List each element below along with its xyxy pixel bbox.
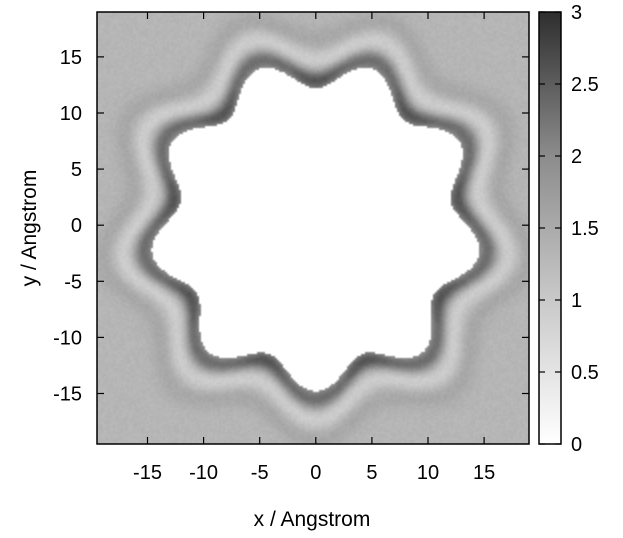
x-axis-ticks: -15 -10 -5 0 5 10 15: [133, 12, 495, 484]
colorbar-tick-label: 1: [571, 290, 582, 312]
y-axis-label: y / Angstrom: [18, 170, 41, 287]
plot-area: -15 -10 -5 0 5 10 15 15 10 5 0 -5 -10 -15: [53, 11, 530, 484]
y-tick-label: 10: [60, 103, 82, 125]
colorbar-ticks: 3 2.5 2 1.5 1 0.5 0: [539, 2, 599, 456]
plot-frame: [96, 11, 530, 445]
x-tick-label: -5: [251, 462, 269, 484]
x-tick-label: 5: [366, 462, 377, 484]
x-tick-label: -15: [133, 462, 162, 484]
colorbar-tick-label: 0: [571, 434, 582, 456]
colorbar-tick-label: 2: [571, 146, 582, 168]
x-tick-label: -10: [189, 462, 218, 484]
y-tick-label: -5: [64, 271, 82, 293]
colorbar-gradient: [539, 12, 561, 444]
colorbar-tick-label: 1.5: [571, 218, 599, 240]
y-tick-label: -10: [53, 327, 82, 349]
x-tick-label: 15: [473, 462, 495, 484]
heatmap-field: [97, 12, 529, 444]
y-tick-label: -15: [53, 384, 82, 406]
y-tick-label: 5: [71, 159, 82, 181]
colorbar-tick-label: 0.5: [571, 362, 599, 384]
x-tick-label: 10: [417, 462, 439, 484]
colorbar-tick-label: 3: [571, 2, 582, 24]
y-axis-ticks: 15 10 5 0 -5 -10 -15: [53, 47, 529, 406]
y-tick-label: 15: [60, 47, 82, 69]
colorbar: 3 2.5 2 1.5 1 0.5 0: [538, 2, 599, 456]
heatmap-image: [97, 12, 529, 444]
x-axis-label: x / Angstrom: [254, 508, 371, 531]
x-tick-label: 0: [310, 462, 321, 484]
y-tick-label: 0: [71, 215, 82, 237]
colorbar-tick-label: 2.5: [571, 74, 599, 96]
